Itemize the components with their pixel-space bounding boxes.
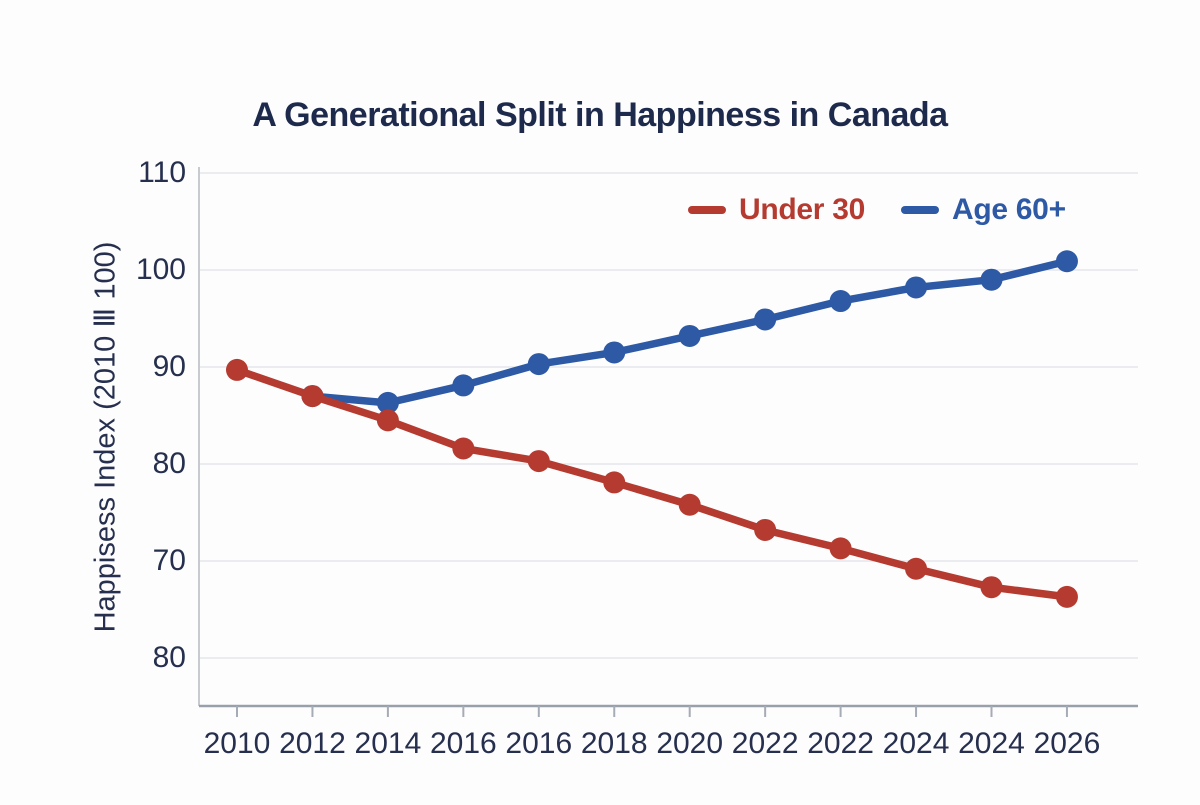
x-tick-label: 2026 — [1033, 727, 1101, 760]
data-point-marker — [452, 374, 475, 397]
x-tick-label: 2024 — [882, 727, 950, 760]
data-point-marker — [301, 385, 324, 408]
data-point-marker — [1055, 585, 1078, 608]
x-tick-label: 2016 — [429, 727, 497, 760]
data-point-marker — [678, 493, 701, 516]
x-tick-label: 2022 — [731, 727, 799, 760]
x-tick-label: 2022 — [807, 727, 874, 760]
data-point-marker — [603, 471, 626, 494]
x-tick-label: 2010 — [203, 727, 271, 760]
data-point-marker — [1055, 250, 1078, 273]
legend: Under 30 Age 60+ — [688, 190, 1066, 230]
data-point-marker — [603, 341, 626, 364]
data-point-marker — [980, 576, 1003, 599]
chart-title: A Generational Split in Happiness in Can… — [252, 96, 948, 134]
x-tick-label: 2020 — [656, 727, 724, 760]
legend-label-age-60: Age 60+ — [951, 193, 1066, 226]
x-tick-label: 2016 — [505, 727, 573, 760]
y-tick-label: 70 — [152, 544, 186, 577]
y-tick-label: 80 — [152, 641, 186, 674]
data-point-marker — [905, 276, 928, 299]
data-point-marker — [226, 358, 248, 381]
y-tick-label: 110 — [138, 156, 186, 189]
x-tick-label: 2018 — [580, 727, 648, 760]
data-point-marker — [754, 308, 777, 331]
data-point-marker — [829, 537, 852, 560]
data-point-marker — [452, 437, 475, 460]
data-point-marker — [980, 268, 1003, 291]
series-line-under-30 — [233, 366, 1071, 601]
data-point-marker — [678, 324, 701, 347]
age-60-line-swatch — [900, 206, 939, 214]
y-tick-label: 90 — [152, 350, 186, 383]
x-tick-label: 2024 — [958, 727, 1025, 760]
data-point-marker — [905, 557, 928, 580]
y-tick-label: 100 — [135, 253, 186, 286]
data-point-marker — [527, 450, 550, 473]
y-tick-label: 80 — [152, 447, 186, 480]
x-tick-label: 2014 — [354, 727, 422, 760]
data-point-marker — [527, 353, 550, 376]
data-point-marker — [376, 391, 399, 414]
data-point-marker — [754, 518, 777, 541]
legend-label-under-30: Under 30 — [739, 193, 865, 226]
data-point-marker — [829, 290, 852, 313]
legend-item-age-60: Age 60+ — [900, 193, 1066, 227]
x-tick-label: 2012 — [279, 727, 346, 760]
data-point-marker — [376, 409, 399, 432]
legend-item-under-30: Under 30 — [688, 193, 865, 227]
under-30-line-swatch — [688, 206, 726, 214]
